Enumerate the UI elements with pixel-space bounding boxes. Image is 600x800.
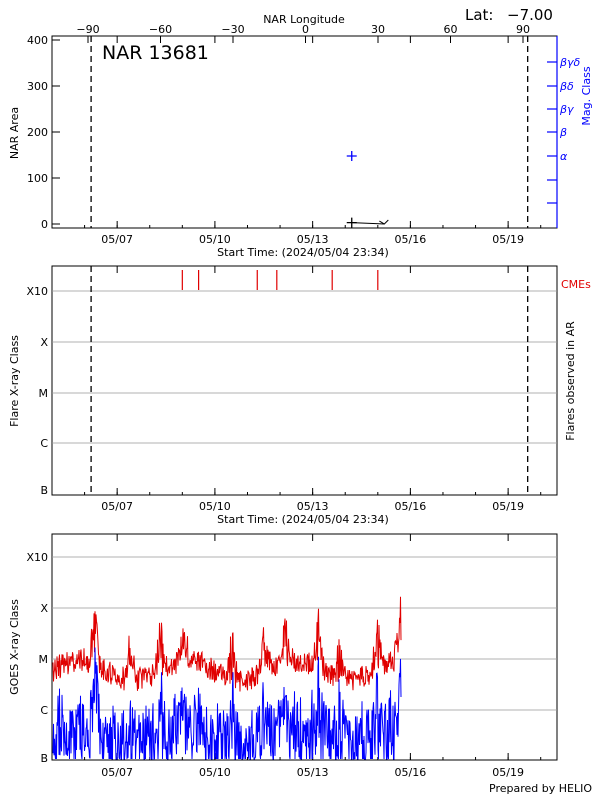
mag-class-point [346,151,357,161]
panel3-frame [51,533,558,761]
panel-nar-area: NAR Longitude −90 −60 −30 0 30 60 90 NAR 13681… [8,13,593,259]
y-tick-label: B [40,752,48,765]
goes-series-short [52,647,402,761]
panel3-y-label: GOES X-ray Class [8,599,21,695]
panel1-y-label: NAR Area [8,107,21,159]
x-tick-label: 05/07 [101,766,133,779]
x-tick-label: 05/19 [492,766,524,779]
y-tick-label: X10 [26,285,48,298]
mag-class-label: α [560,150,568,163]
lat-value: −7.00 [507,6,553,24]
goes-series-long [52,596,402,692]
panel1-vlines [90,36,529,228]
y-tick-label: B [40,484,48,497]
panel1-x-ticks: 05/07 05/10 05/13 05/16 05/19 [51,36,542,246]
x-tick-label: 05/10 [199,500,231,513]
cme-label: CMEs [561,278,591,291]
nar-area-trend [351,222,385,225]
panel1-points [346,217,389,228]
y-tick-label: X [40,602,48,615]
footer-credit: Prepared by HELIO [489,782,592,795]
y-tick-label: 200 [27,126,48,139]
panel1-top-ticks: −90 −60 −30 0 30 60 90 [76,23,530,43]
panel3-y-ticks: B C M X X10 [26,551,48,765]
top-tick-label: 30 [371,23,385,36]
y-tick-label: M [39,653,49,666]
panel2-y-label: Flare X-ray Class [8,335,21,427]
panel2-x-label: Start Time: (2024/05/04 23:34) [217,513,389,526]
x-tick-label: 05/13 [297,500,329,513]
x-tick-label: 05/16 [395,500,427,513]
panel1-x-label: Start Time: (2024/05/04 23:34) [217,246,389,259]
y-tick-label: M [39,387,49,400]
x-tick-label: 05/07 [101,233,133,246]
nar-area-arrow [379,219,389,225]
panel1-top-axis-label: NAR Longitude [263,13,345,26]
y-tick-label: 0 [41,218,48,231]
x-tick-label: 05/07 [101,500,133,513]
panel2-grid [52,290,557,444]
x-tick-label: 05/19 [492,233,524,246]
x-tick-label: 05/16 [395,233,427,246]
top-tick-label: −90 [76,23,99,36]
y-tick-label: 400 [27,34,48,47]
x-tick-label: 05/19 [492,500,524,513]
top-tick-label: 0 [302,23,309,36]
panel2-right-label: Flares observed in AR [564,321,577,441]
x-tick-label: 05/13 [297,233,329,246]
lat-label: Lat: [465,6,493,24]
top-tick-label: −30 [221,23,244,36]
mag-class-label: β [559,126,567,139]
panel2-vlines [90,266,529,495]
panel1-y-ticks: 0 100 200 300 400 [27,34,60,231]
y-tick-label: X10 [26,551,48,564]
x-tick-label: 05/10 [199,766,231,779]
x-tick-label: 05/10 [199,233,231,246]
x-tick-label: 05/13 [297,766,329,779]
panel1-frame [51,35,558,229]
panel1-mag-ticks: αβ βγ βδ βγδ [346,36,581,228]
y-tick-label: 300 [27,80,48,93]
panel2-y-ticks: B C M X X10 [26,285,48,497]
y-tick-label: X [40,336,48,349]
panel2-cme-marks [181,270,379,290]
top-tick-label: 60 [444,23,458,36]
panel2-frame [51,265,558,496]
panel-flares: B C M X X10 05/07 05/10 05/13 05/16 05/19 CMEs F… [8,265,591,526]
top-tick-label: 90 [516,23,530,36]
y-tick-label: C [40,704,48,717]
x-tick-label: 05/16 [395,766,427,779]
y-tick-label: 100 [27,172,48,185]
panel1-right-label: Mag. Class [580,66,593,125]
panel3-grid [52,556,557,711]
top-tick-label: −60 [149,23,172,36]
y-tick-label: C [40,437,48,450]
panel-goes: B C M X X10 05/07 05/10 05/13 05/16 05/19 GOES X… [8,533,558,779]
mag-class-label: βγ [559,103,574,116]
mag-class-label: βδ [559,80,574,93]
mag-class-label: βγδ [559,56,581,69]
panel1-title: NAR 13681 [102,42,209,64]
panel2-x-ticks: 05/07 05/10 05/13 05/16 05/19 [51,266,542,513]
